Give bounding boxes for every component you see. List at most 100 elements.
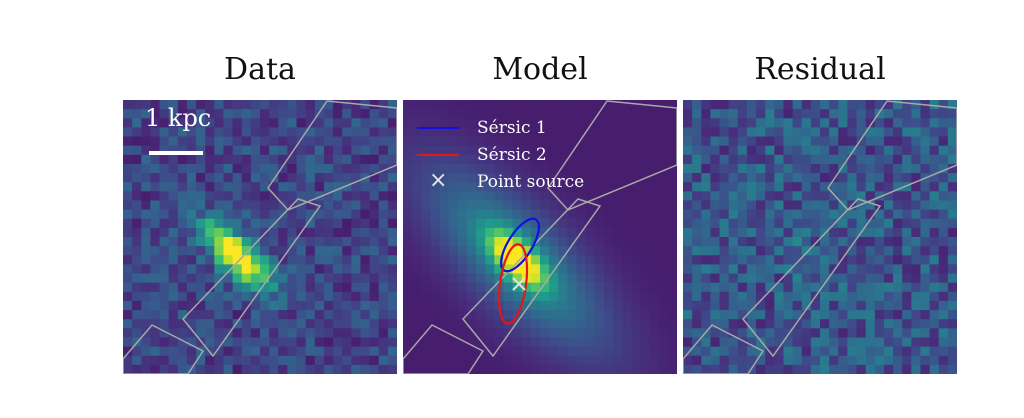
pixel [783,300,793,311]
pixel [448,337,459,347]
pixel [177,282,188,293]
pixel [667,154,677,165]
pixel [737,273,748,284]
pixel [466,328,477,338]
pixel [123,300,133,311]
pixel [649,109,660,119]
pixel [342,328,352,338]
pixel [783,364,793,374]
pixel [947,264,957,274]
pixel [640,136,650,147]
pixel [214,145,224,156]
pixel [530,273,541,284]
pixel [658,237,669,247]
pixel [649,200,660,210]
pixel [351,191,361,201]
pixel [710,109,720,119]
pixel [549,337,559,347]
pixel [683,163,693,174]
pixel [269,127,279,137]
pixel [466,100,477,110]
pixel [640,118,650,128]
pixel [168,337,179,347]
pixel [430,127,440,137]
pixel [801,218,812,229]
pixel [448,191,459,201]
pixel [296,237,307,247]
pixel [783,118,793,128]
pixel [765,154,775,165]
pixel [792,346,803,357]
pixel [893,273,903,284]
pixel [494,319,504,329]
pixel [530,191,541,201]
pixel [847,237,857,247]
pixel [756,273,766,284]
pixel [333,328,343,338]
pixel [476,209,486,220]
pixel [305,118,316,128]
pixel [457,173,468,183]
pixel [123,346,133,357]
pixel [186,218,197,229]
pixel [765,163,775,174]
pixel [296,136,307,147]
pixel [774,127,784,137]
pixel [603,182,614,192]
pixel [132,310,142,320]
pixel [549,127,559,137]
pixel [159,337,170,347]
pixel [902,154,912,165]
pixel [810,364,821,374]
pixel [314,337,325,347]
pixel [585,264,596,274]
pixel [746,282,757,293]
pixel [701,364,711,374]
pixel [893,328,903,338]
pixel [640,237,650,247]
pixel [594,218,605,229]
pixel [801,346,812,357]
pixel [177,319,188,329]
pixel [485,273,495,284]
pixel [829,182,839,192]
pixel [512,191,523,201]
pixel [421,273,431,284]
pixel [567,100,577,110]
pixel [585,246,596,256]
pixel [683,209,693,220]
pixel [448,273,459,284]
pixel [378,282,389,293]
pixel [856,209,867,220]
pixel [457,264,468,274]
pixel [141,273,151,284]
pixel [168,100,179,110]
pixel [351,127,361,137]
pixel [856,118,867,128]
pixel [214,136,224,147]
pixel [466,191,477,201]
pixel [783,291,793,302]
pixel [719,319,730,329]
pixel [503,209,513,220]
pixel [503,282,513,293]
pixel [466,337,477,347]
pixel [430,163,440,174]
pixel [658,209,669,220]
pixel [439,346,450,357]
pixel [159,355,170,366]
pixel [549,182,559,192]
pixel [622,109,632,119]
pixel [521,364,532,374]
pixel [196,100,206,110]
pixel [683,191,693,201]
pixel [296,337,307,347]
pixel [159,163,170,174]
pixel [838,163,848,174]
pixel [457,209,468,220]
pixel [774,200,784,210]
pixel [260,237,270,247]
pixel [567,346,577,357]
pixel [403,163,413,174]
pixel [530,118,541,128]
